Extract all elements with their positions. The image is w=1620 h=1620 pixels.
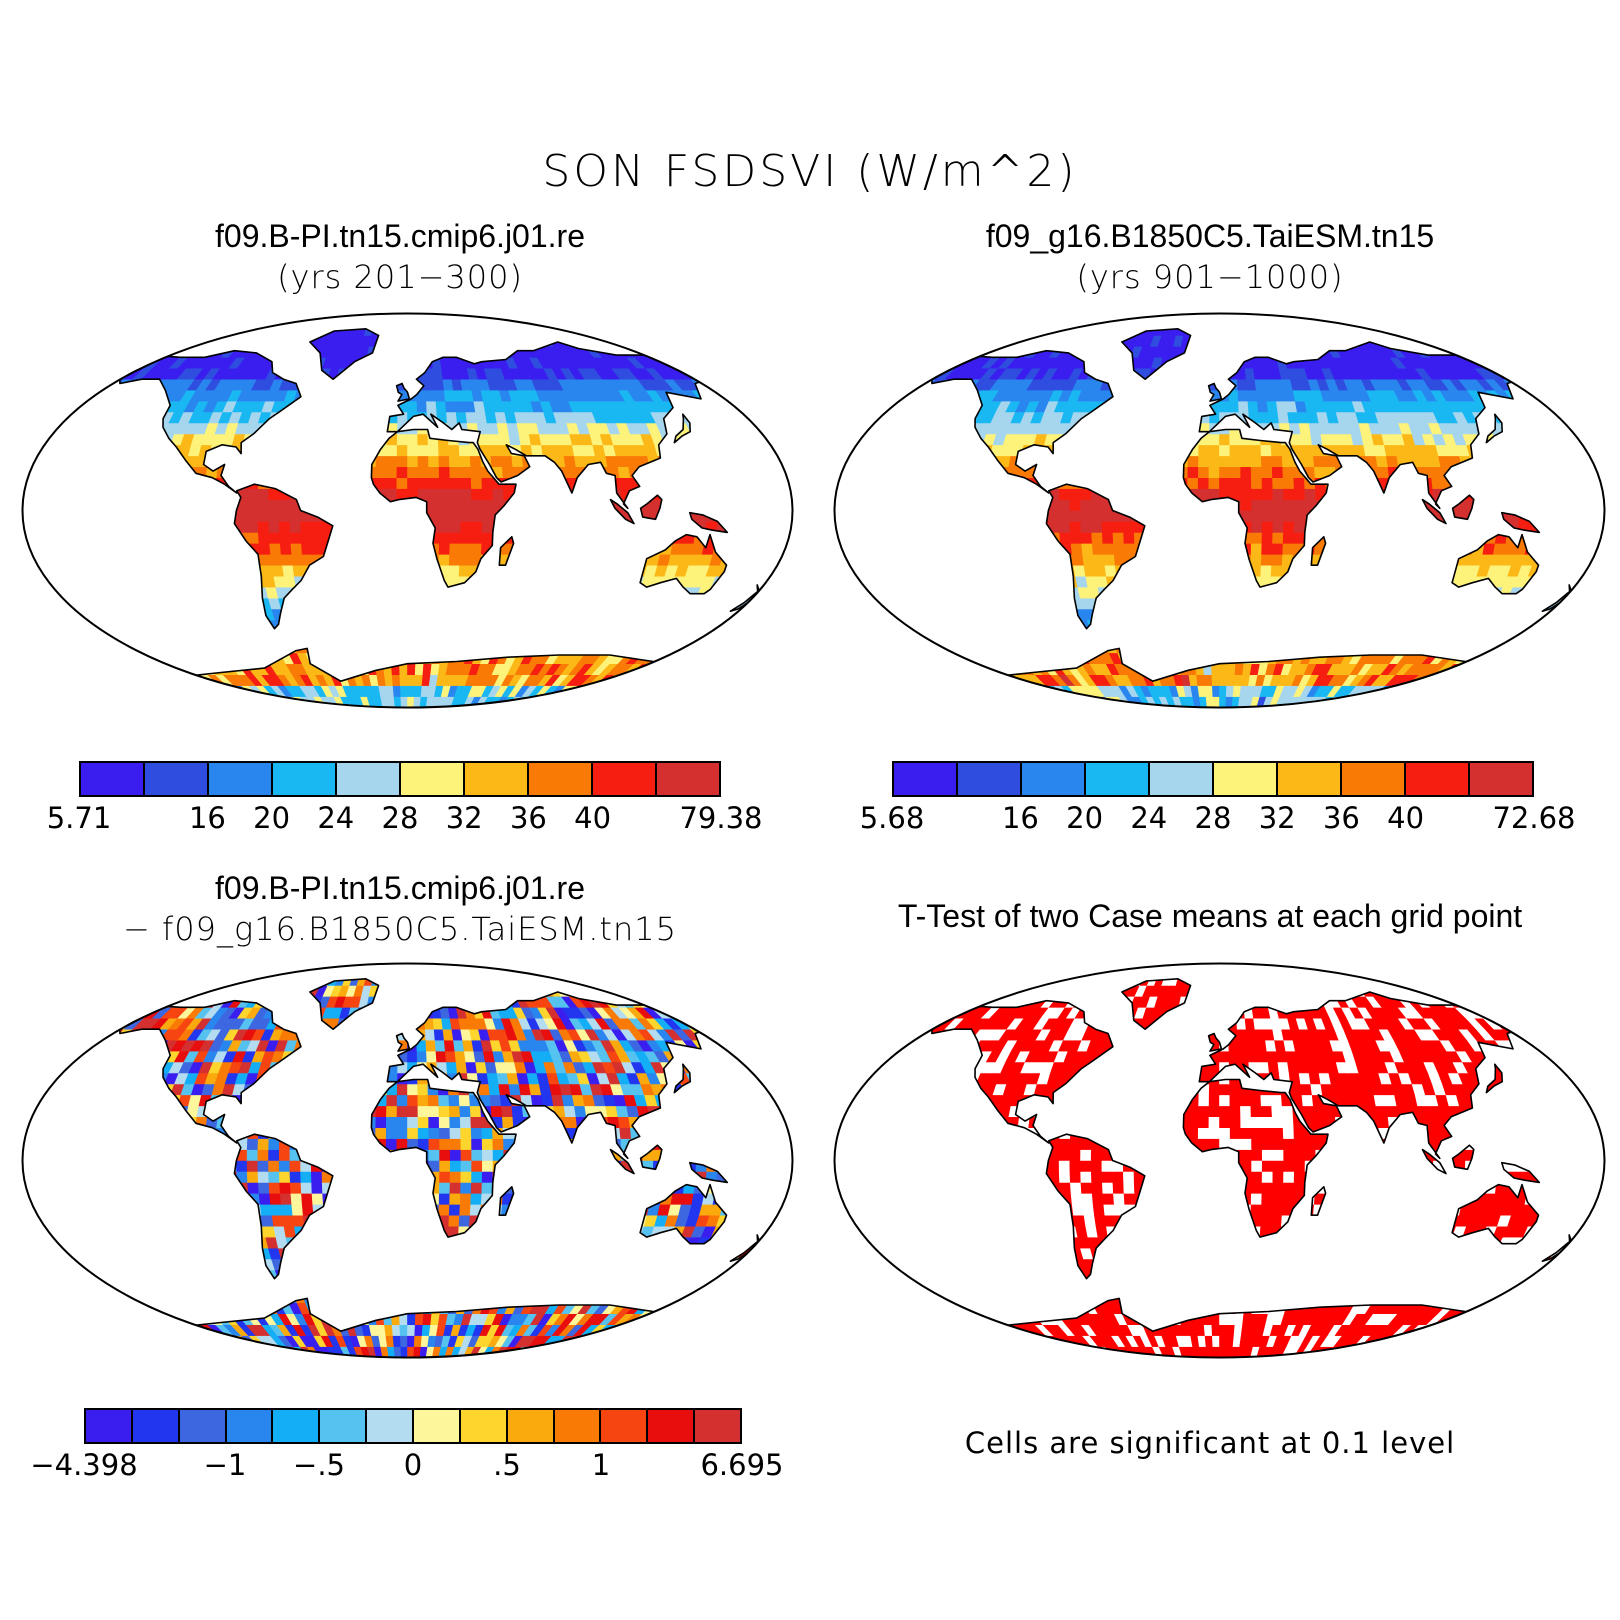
- colorbar-swatch: [367, 1410, 415, 1442]
- colorbar-swatch: [894, 763, 958, 795]
- colorbar-label: 40: [574, 801, 612, 835]
- colorbar-label: −.5: [293, 1448, 345, 1482]
- colorbar-swatch: [81, 763, 145, 795]
- colorbar-label: 6.695: [700, 1448, 784, 1482]
- colorbar-swatch: [1214, 763, 1278, 795]
- colorbar-label: 24: [1130, 801, 1168, 835]
- panel-3-map: [21, 962, 794, 1359]
- colorbar-swatch: [1022, 763, 1086, 795]
- colorbar-label: 28: [381, 801, 419, 835]
- panel-1-map: [21, 312, 794, 709]
- panel-3-subtitle: − f09_g16.B1850C5.TaiESM.tn15: [123, 910, 677, 948]
- colorbar-swatch: [1150, 763, 1214, 795]
- colorbar-swatch: [648, 1410, 696, 1442]
- colorbar-swatch: [1278, 763, 1342, 795]
- colorbar-swatch: [209, 763, 273, 795]
- colorbar-swatch: [145, 763, 209, 795]
- colorbar-label: 0: [403, 1448, 423, 1482]
- colorbar-swatch: [86, 1410, 133, 1442]
- panel-3-title: f09.B-PI.tn15.cmip6.j01.re: [215, 870, 585, 906]
- colorbar-swatch: [695, 1410, 741, 1442]
- colorbar-label: 72.68: [1492, 801, 1576, 835]
- colorbar-swatch: [1342, 763, 1406, 795]
- colorbar-swatch: [179, 1410, 227, 1442]
- colorbar-swatch: [554, 1410, 602, 1442]
- panel-2-map: [833, 312, 1606, 709]
- colorbar-label: 1: [591, 1448, 611, 1482]
- colorbar-swatch: [226, 1410, 274, 1442]
- panel-2-subtitle: (yrs 901−1000): [1076, 258, 1344, 296]
- colorbar-label: 16: [1001, 801, 1039, 835]
- colorbar-label: 40: [1387, 801, 1425, 835]
- colorbar-label: −1: [203, 1448, 247, 1482]
- colorbar-swatch: [465, 763, 529, 795]
- colorbar-swatch: [601, 1410, 649, 1442]
- colorbar-label: 79.38: [679, 801, 763, 835]
- panel-1-subtitle: (yrs 201−300): [277, 258, 523, 296]
- colorbar-label: 36: [509, 801, 547, 835]
- colorbar-label: 20: [1066, 801, 1104, 835]
- colorbar-swatch: [132, 1410, 180, 1442]
- colorbar-label: 24: [317, 801, 355, 835]
- panel-1-colorbar: [79, 761, 721, 797]
- panel-2-title: f09_g16.B1850C5.TaiESM.tn15: [985, 218, 1435, 254]
- colorbar-label: 20: [253, 801, 291, 835]
- colorbar-swatch: [507, 1410, 555, 1442]
- main-title: SON FSDSVI (W/m^2): [542, 146, 1078, 197]
- colorbar-swatch: [958, 763, 1022, 795]
- colorbar-swatch: [273, 763, 337, 795]
- colorbar-label: 16: [188, 801, 226, 835]
- panel-2-colorbar: [892, 761, 1534, 797]
- colorbar-swatch: [1470, 763, 1532, 795]
- colorbar-swatch: [657, 763, 719, 795]
- colorbar-swatch: [529, 763, 593, 795]
- colorbar-label: 5.71: [46, 801, 112, 835]
- colorbar-label: 32: [1258, 801, 1296, 835]
- significance-note: Cells are significant at 0.1 level: [964, 1426, 1456, 1460]
- colorbar-swatch: [1086, 763, 1150, 795]
- colorbar-label: .5: [493, 1448, 521, 1482]
- colorbar-label: 28: [1194, 801, 1232, 835]
- colorbar-swatch: [273, 1410, 321, 1442]
- colorbar-label: 32: [445, 801, 483, 835]
- panel-4-map: [833, 962, 1606, 1359]
- panel-4-title: T-Test of two Case means at each grid po…: [897, 898, 1523, 934]
- colorbar-swatch: [320, 1410, 368, 1442]
- colorbar-swatch: [1406, 763, 1470, 795]
- colorbar-label: 36: [1322, 801, 1360, 835]
- colorbar-swatch: [337, 763, 401, 795]
- colorbar-swatch: [460, 1410, 508, 1442]
- colorbar-swatch: [593, 763, 657, 795]
- colorbar-swatch: [414, 1410, 461, 1442]
- panel-1-title: f09.B-PI.tn15.cmip6.j01.re: [215, 218, 585, 254]
- colorbar-label: 5.68: [859, 801, 925, 835]
- panel-3-colorbar: [84, 1408, 742, 1444]
- colorbar-swatch: [401, 763, 465, 795]
- colorbar-label: −4.398: [30, 1448, 138, 1482]
